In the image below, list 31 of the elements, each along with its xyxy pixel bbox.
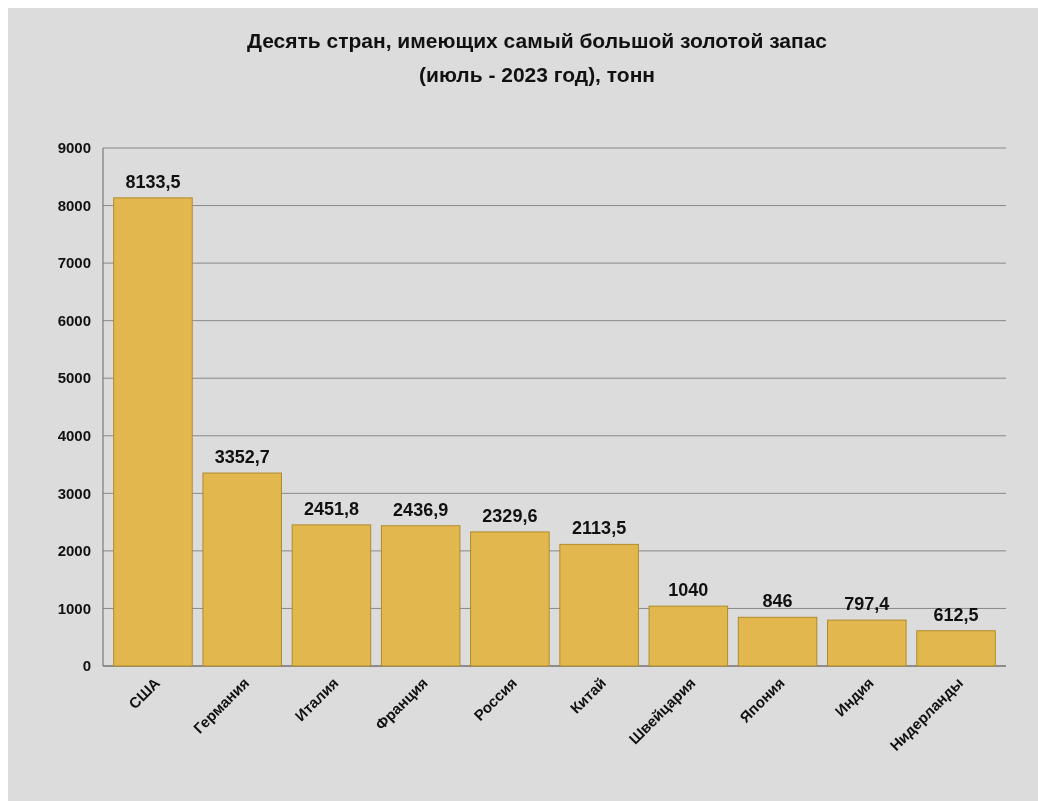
data-label: 2451,8 [303,498,359,519]
bar [737,616,818,667]
data-label: 2329,6 [482,505,538,526]
data-label: 1040 [668,580,709,601]
y-tick-label: 4000 [57,427,91,445]
bar [380,525,461,667]
y-tick-label: 0 [82,657,91,675]
y-tick-label: 2000 [57,542,91,560]
data-label: 2436,9 [393,499,449,520]
bar [113,197,193,667]
bar [202,472,282,667]
bar [559,543,639,667]
y-tick-label: 7000 [57,254,91,272]
bar [827,619,907,667]
bar [291,524,372,667]
bar [470,531,550,667]
y-tick-label: 6000 [57,311,91,329]
bar [916,630,996,667]
y-tick-label: 8000 [57,196,91,214]
y-tick-label: 5000 [57,369,91,387]
data-label: 846 [762,591,793,612]
data-label: 612,5 [933,604,979,625]
y-tick-label: 1000 [57,599,91,617]
bar [648,605,729,667]
data-label: 3352,7 [214,447,270,468]
y-tick-label: 3000 [57,484,91,502]
data-label: 797,4 [844,594,890,615]
y-tick-label: 9000 [57,139,91,157]
data-label: 8133,5 [125,171,181,192]
data-label: 2113,5 [572,518,627,539]
chart-title: Десять стран, имеющих самый большой золотой запас (июль - 2023 год), тонн [246,29,828,86]
